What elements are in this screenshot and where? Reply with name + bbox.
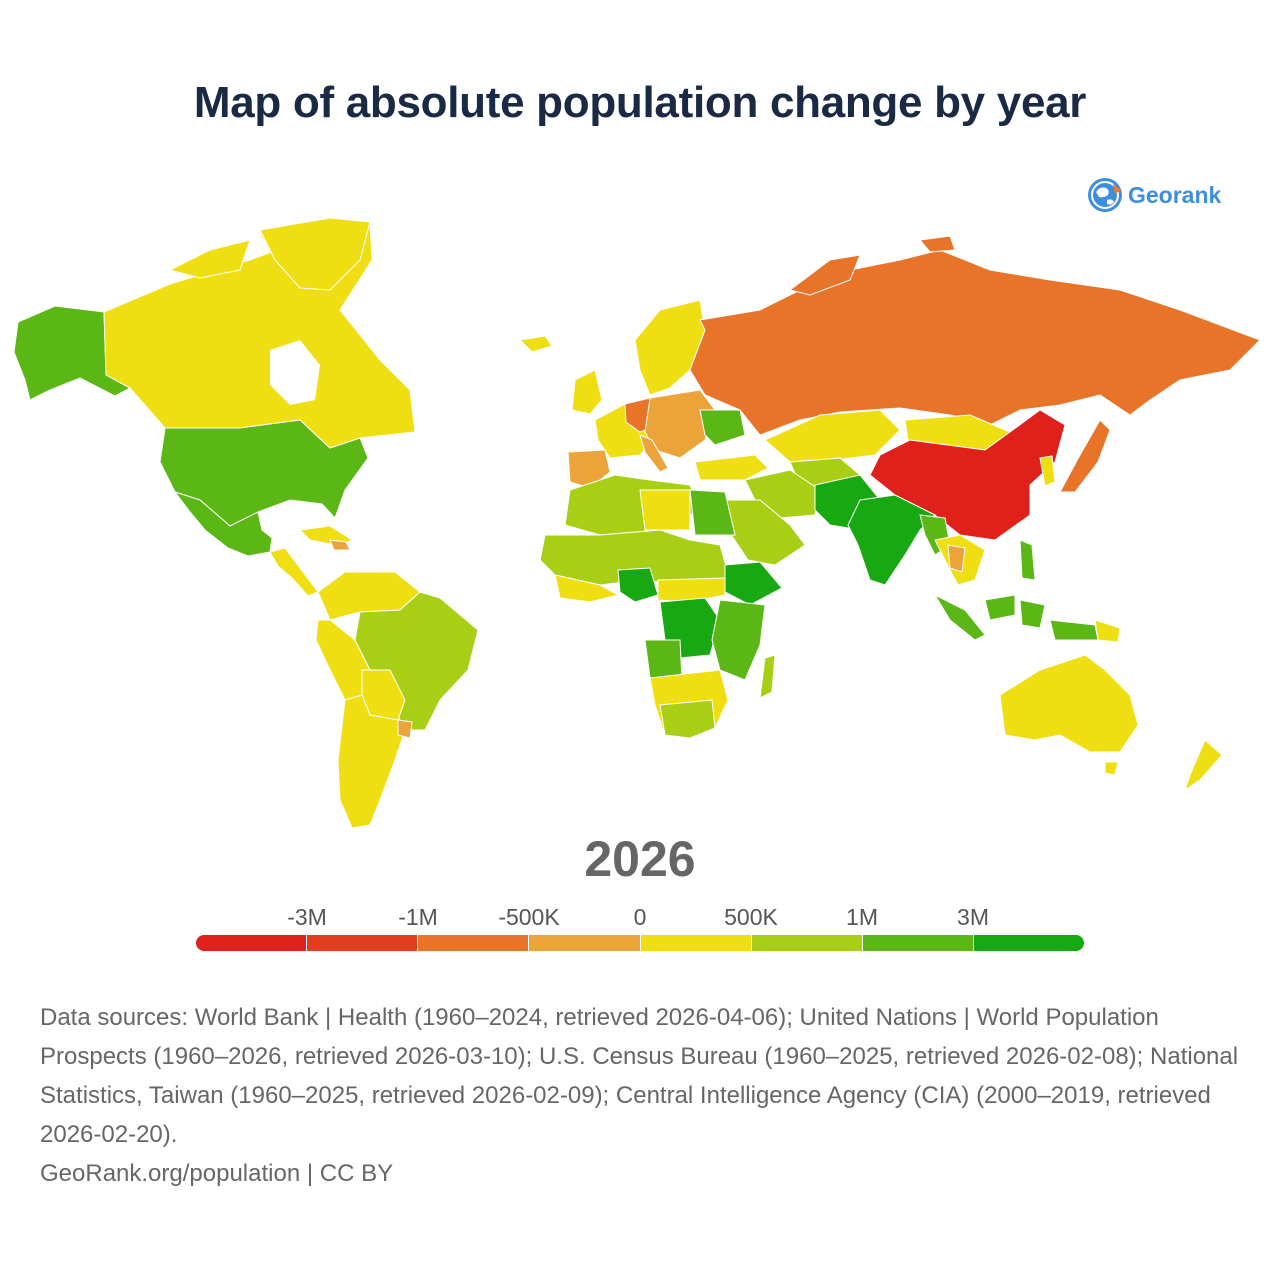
region-iceland[interactable] bbox=[518, 335, 553, 353]
region-australia[interactable] bbox=[999, 654, 1139, 753]
region-uk-ireland[interactable] bbox=[571, 369, 603, 415]
region-greenland[interactable] bbox=[259, 217, 371, 291]
region-south-africa[interactable] bbox=[659, 699, 716, 739]
region-central-europe[interactable] bbox=[644, 389, 716, 459]
region-uruguay[interactable] bbox=[397, 719, 413, 739]
region-russia[interactable] bbox=[689, 249, 1261, 436]
region-egypt[interactable] bbox=[689, 489, 736, 536]
legend-label: -1M bbox=[398, 904, 438, 930]
region-libya[interactable] bbox=[639, 489, 691, 531]
legend-label: 0 bbox=[633, 904, 647, 930]
region-west-africa-coast[interactable] bbox=[554, 574, 620, 603]
region-papua-new-guinea[interactable] bbox=[1094, 619, 1121, 643]
world-map bbox=[0, 200, 1280, 840]
legend-color-segment bbox=[640, 935, 752, 951]
region-ethiopia[interactable] bbox=[724, 561, 783, 606]
region-korea[interactable] bbox=[1039, 455, 1056, 487]
region-caribbean-hispaniola[interactable] bbox=[329, 539, 351, 551]
color-legend: -3M -1M -500K 0 500K 1M 3M bbox=[196, 900, 1084, 960]
region-tasmania[interactable] bbox=[1104, 761, 1119, 776]
georank-logo[interactable]: Georank bbox=[1086, 176, 1221, 214]
region-east-africa[interactable] bbox=[711, 599, 766, 681]
data-sources-text: Data sources: World Bank | Health (1960–… bbox=[40, 1004, 1239, 1148]
legend-color-segment bbox=[307, 935, 419, 951]
region-philippines[interactable] bbox=[1019, 539, 1036, 581]
region-hudson-bay bbox=[270, 340, 320, 405]
region-chile-argentina[interactable] bbox=[337, 694, 406, 829]
legend-label: 500K bbox=[724, 904, 778, 930]
region-angola[interactable] bbox=[644, 639, 683, 681]
region-madagascar[interactable] bbox=[759, 654, 776, 699]
region-japan[interactable] bbox=[1059, 419, 1111, 493]
region-central-african-band[interactable] bbox=[657, 577, 726, 603]
credit-text[interactable]: GeoRank.org/population | CC BY bbox=[40, 1160, 394, 1187]
legend-label: -500K bbox=[498, 904, 560, 930]
region-scandinavia[interactable] bbox=[634, 299, 706, 396]
legend-label: 1M bbox=[846, 904, 878, 930]
world-map-svg bbox=[13, 217, 1261, 829]
legend-label: 3M bbox=[957, 904, 989, 930]
region-new-zealand[interactable] bbox=[1184, 739, 1223, 792]
globe-icon bbox=[1088, 178, 1122, 212]
legend-label: -3M bbox=[287, 904, 327, 930]
region-ukraine[interactable] bbox=[699, 409, 746, 446]
legend-color-segment bbox=[862, 935, 974, 951]
region-indonesia[interactable] bbox=[933, 593, 1099, 641]
map-title: Map of absolute population change by yea… bbox=[193, 78, 1087, 127]
region-india[interactable] bbox=[847, 494, 936, 586]
region-turkey[interactable] bbox=[694, 454, 769, 481]
legend-color-segment bbox=[973, 935, 1084, 951]
region-canada[interactable] bbox=[103, 221, 416, 449]
logo-text: Georank bbox=[1128, 181, 1222, 208]
region-thailand[interactable] bbox=[947, 544, 966, 573]
legend-color-segment bbox=[418, 935, 530, 951]
footer: Data sources: World Bank | Health (1960–… bbox=[40, 998, 1250, 1193]
region-russia-islands[interactable] bbox=[788, 235, 956, 296]
year-label: 2026 bbox=[584, 831, 696, 887]
legend-color-segment bbox=[751, 935, 863, 951]
region-mexico[interactable] bbox=[173, 491, 273, 557]
region-nigeria[interactable] bbox=[617, 567, 659, 603]
legend-color-segment bbox=[196, 935, 308, 951]
region-italy[interactable] bbox=[639, 434, 669, 473]
legend-color-bar bbox=[196, 935, 1084, 951]
region-alaska[interactable] bbox=[13, 305, 132, 401]
legend-color-segment bbox=[529, 935, 641, 951]
region-central-america[interactable] bbox=[269, 547, 319, 597]
